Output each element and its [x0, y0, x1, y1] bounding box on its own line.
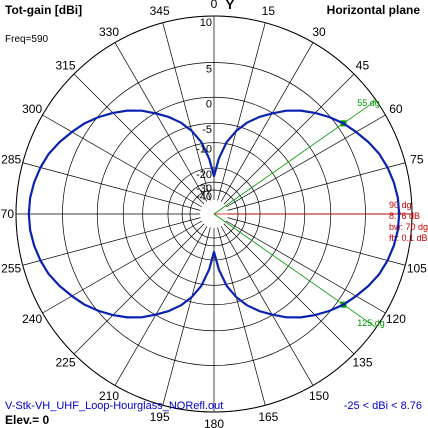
grid-spoke-21 [73, 73, 205, 205]
angle-label-23: 345 [150, 4, 170, 18]
angle-label-7: 105 [407, 261, 427, 275]
angle-label-18: 270 [0, 207, 14, 221]
angle-label-8: 120 [386, 312, 406, 326]
grid-spoke-4 [225, 114, 386, 208]
grid-spoke-2 [220, 42, 314, 203]
beam-label-0: 55 dg [357, 98, 380, 108]
grid-spoke-22 [114, 42, 208, 203]
grid-spoke-8 [225, 220, 386, 314]
radial-label-7: -40 [196, 191, 212, 203]
angle-label-10: 150 [309, 389, 329, 403]
angle-label-3: 45 [356, 59, 370, 73]
angle-label-22: 330 [99, 25, 119, 39]
plane-title: Horizontal plane [326, 3, 420, 17]
grid-spoke-16 [42, 220, 203, 314]
angle-label-5: 75 [410, 153, 424, 167]
grid-spoke-15 [73, 223, 205, 355]
angle-label-12: 180 [204, 417, 224, 428]
radial-label-1: 5 [206, 64, 212, 76]
grid-spoke-20 [42, 114, 203, 208]
y-axis-label: Y [226, 0, 235, 12]
radial-label-4: -10 [196, 144, 212, 156]
gain-range: -25 < dBi < 8.76 [343, 400, 422, 412]
angle-label-0: 0 [211, 0, 218, 11]
pattern-line [27, 109, 401, 319]
grid-spoke-19 [22, 162, 201, 211]
angle-label-20: 300 [22, 102, 42, 116]
max-label-0: 90 dg [389, 200, 412, 210]
angle-label-13: 195 [150, 410, 170, 424]
grid-spoke-7 [227, 217, 406, 266]
beam-line-0 [213, 100, 377, 215]
elevation-label: Elev.= 0 [5, 413, 50, 427]
file-name: V-Stk-VH_UHF_Loop-Hourglass_NORefl.out [5, 400, 224, 412]
grid-spoke-10 [220, 225, 314, 386]
radial-label-5: -20 [196, 169, 212, 181]
angle-label-9: 135 [352, 355, 372, 369]
beam-label-1: 125 dg [357, 318, 385, 328]
grid-spoke-14 [114, 225, 208, 386]
grid-spoke-11 [217, 227, 266, 406]
max-label-1: 8.76 dB [389, 211, 420, 221]
grid-spoke-5 [227, 162, 406, 211]
grid-spoke-3 [223, 73, 355, 205]
angle-label-15: 225 [55, 355, 75, 369]
radial-label-3: -5 [202, 124, 212, 136]
radial-label-0: 10 [200, 17, 212, 29]
angle-label-2: 30 [312, 25, 326, 39]
radiation-pattern [27, 109, 401, 319]
angle-label-16: 240 [22, 312, 42, 326]
beam-line-1 [213, 213, 377, 328]
angle-label-14: 210 [99, 389, 119, 403]
max-label-3: fb: 0.1 dB [389, 233, 428, 243]
angle-label-11: 165 [258, 410, 278, 424]
max-label-2: bw: 70 dg [389, 222, 428, 232]
chart-title: Tot-gain [dBi] [5, 3, 83, 17]
frequency-label: Freq=590 [5, 34, 49, 45]
angle-label-19: 285 [1, 153, 21, 167]
angle-label-17: 255 [1, 261, 21, 275]
radial-label-2: 0 [206, 98, 212, 110]
grid-spoke-1 [217, 22, 266, 201]
angle-label-1: 15 [262, 4, 276, 18]
angle-label-21: 315 [55, 59, 75, 73]
grid-spoke-13 [162, 227, 211, 406]
angle-label-4: 60 [389, 102, 403, 116]
radial-label-6: -30 [196, 183, 212, 195]
grid-spoke-17 [22, 217, 201, 266]
grid-spoke-9 [223, 223, 355, 355]
grid-spoke-23 [162, 22, 211, 201]
